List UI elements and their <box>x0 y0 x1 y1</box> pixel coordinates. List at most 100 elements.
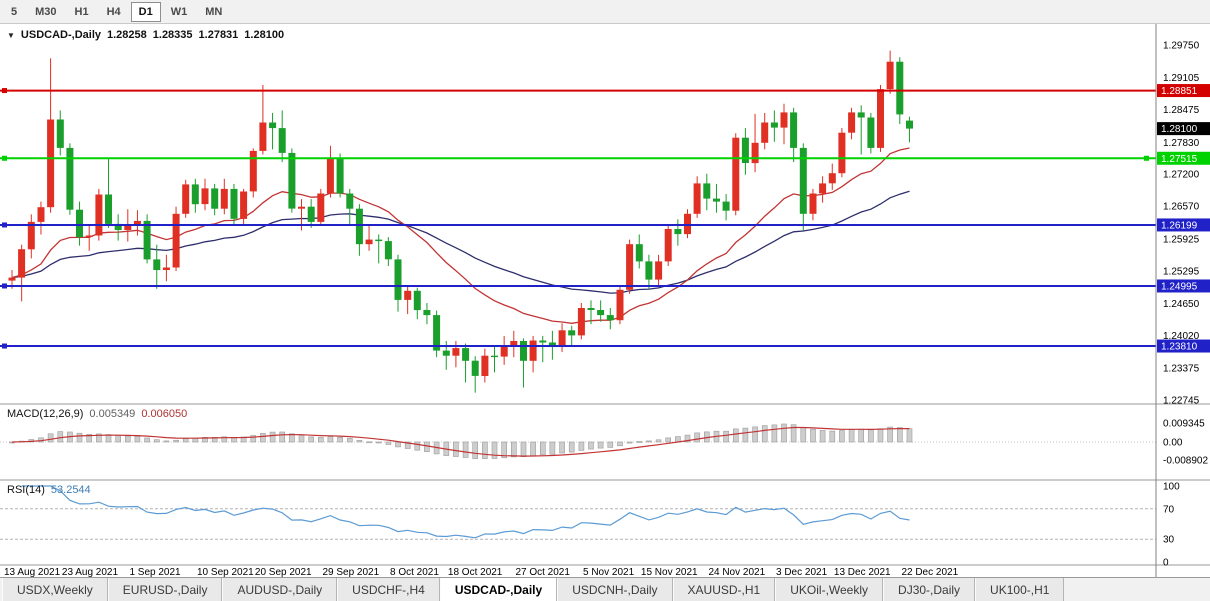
line-handle[interactable] <box>2 283 7 289</box>
candlestick-series <box>8 50 913 393</box>
chart-tab-dj30-daily[interactable]: DJ30-,Daily <box>883 578 976 601</box>
line-handle[interactable] <box>1144 155 1149 161</box>
candle-body <box>568 330 576 336</box>
candle-body <box>838 132 846 174</box>
rsi-pane <box>0 479 1210 566</box>
date-label: 20 Sep 2021 <box>255 567 312 577</box>
candle-body <box>220 188 228 209</box>
date-label: 24 Nov 2021 <box>708 567 765 577</box>
collapse-triangle-icon[interactable]: ▼ <box>7 30 15 40</box>
line-handle[interactable] <box>2 88 7 94</box>
chart-tab-usdchf-h4[interactable]: USDCHF-,H4 <box>337 578 440 601</box>
macd-histogram-bar <box>385 441 392 445</box>
price-level-badge <box>1157 151 1210 165</box>
macd-histogram-bar <box>202 436 208 443</box>
timeframe-button-5[interactable]: 5 <box>11 5 18 18</box>
macd-histogram-bar <box>221 436 228 443</box>
candle-body <box>741 137 749 163</box>
date-label: 3 Dec 2021 <box>776 567 828 577</box>
date-label: 22 Dec 2021 <box>901 567 958 577</box>
horizontal-lines[interactable] <box>0 88 1156 349</box>
timeframe-button-h4[interactable]: H4 <box>106 5 121 18</box>
candle-body <box>191 184 199 205</box>
price-level-badge <box>1157 218 1210 232</box>
price-tick-label: 1.24650 <box>1163 299 1200 310</box>
chart-tab-uk100-h1[interactable]: UK100-,H1 <box>975 578 1065 601</box>
macd-histogram-bar <box>76 432 83 443</box>
macd-histogram-bar <box>781 423 787 443</box>
price-level-badge <box>1157 279 1210 293</box>
price-tick-label: 1.26570 <box>1163 202 1200 213</box>
chart-tab-usdx-weekly[interactable]: USDX,Weekly <box>2 578 108 601</box>
date-label: 5 Nov 2021 <box>583 567 635 577</box>
chart-tab-eurusd-daily[interactable]: EURUSD-,Daily <box>107 578 223 601</box>
timeframe-button-d1[interactable]: D1 <box>130 1 161 22</box>
macd-histogram-bar <box>790 424 797 443</box>
chart-canvas[interactable]: 1.29750 1.29105 1.28475 1.27830 1.27200 1.265… <box>0 24 1210 577</box>
price-tick-label: 1.27830 <box>1163 138 1200 149</box>
candle-body <box>269 122 277 129</box>
macd-histogram-bar <box>848 429 855 443</box>
macd-axis-label: -0.008902 <box>1163 456 1208 467</box>
candle-body <box>616 289 624 321</box>
candle-body <box>240 191 248 219</box>
candle-body <box>655 261 663 280</box>
macd-histogram-bar <box>559 441 565 454</box>
candle-body <box>548 342 556 346</box>
candle-body <box>162 267 170 270</box>
chart-tab-usdcad-daily[interactable]: USDCAD-,Daily <box>439 578 558 601</box>
line-handle[interactable] <box>2 222 7 228</box>
candle-body <box>896 61 904 115</box>
line-handle[interactable] <box>2 155 7 161</box>
macd-histogram-bar <box>115 435 121 443</box>
candle-body <box>365 239 373 245</box>
date-label: 13 Aug 2021 <box>4 567 61 577</box>
macd-histogram-bar <box>626 441 633 444</box>
timeframe-button-mn[interactable]: MN <box>205 5 223 18</box>
candle-body <box>95 194 103 236</box>
candle-body <box>249 150 257 192</box>
macd-histogram-bar <box>47 433 54 443</box>
chart-tab-ukoil-weekly[interactable]: UKOil-,Weekly <box>775 578 884 601</box>
rsi-axis-label: 100 <box>1163 482 1180 493</box>
price-level-badge-text: 1.23810 <box>1161 342 1198 353</box>
candle-body <box>587 308 595 310</box>
price-axis[interactable] <box>1155 24 1210 577</box>
chart-tab-xauusd-h1[interactable]: XAUUSD-,H1 <box>672 578 776 601</box>
price-tick-label: 1.24020 <box>1163 331 1200 342</box>
candle-body <box>423 310 431 316</box>
price-level-badge-text: 1.27515 <box>1161 154 1198 165</box>
macd-histogram-bar <box>684 434 691 443</box>
macd-histogram-bar <box>424 441 430 452</box>
chart-window: 1.29750 1.29105 1.28475 1.27830 1.27200 1.265… <box>0 24 1210 577</box>
candle-body <box>153 259 161 270</box>
date-label: 1 Sep 2021 <box>129 567 181 577</box>
macd-histogram-bar <box>366 441 372 444</box>
macd-histogram-bar <box>337 436 343 443</box>
date-label: 15 Nov 2021 <box>641 567 698 577</box>
candle-body <box>770 122 778 128</box>
candle-body <box>577 308 585 336</box>
macd-histogram-bar <box>404 441 411 449</box>
timeframe-button-m30[interactable]: M30 <box>35 5 57 18</box>
candle-body <box>413 290 421 311</box>
candle-body <box>105 194 112 224</box>
timeframe-button-h1[interactable]: H1 <box>74 5 89 18</box>
macd-histogram-bar <box>298 434 305 443</box>
line-handle[interactable] <box>2 343 7 349</box>
macd-histogram-bar <box>742 427 749 443</box>
chart-tab-usdcnh-daily[interactable]: USDCNH-,Daily <box>557 578 673 601</box>
macd-histogram-bar <box>57 431 64 443</box>
price-tick-label: 1.28475 <box>1163 105 1200 116</box>
macd-histogram-bar <box>144 437 150 443</box>
candle-body <box>404 290 412 300</box>
macd-histogram-bar <box>269 431 276 443</box>
timeframe-button-w1[interactable]: W1 <box>170 5 188 18</box>
chart-tab-audusd-daily[interactable]: AUDUSD-,Daily <box>222 578 338 601</box>
candle-body <box>394 259 402 300</box>
macd-histogram-bar <box>771 424 778 443</box>
candle-body <box>867 117 875 148</box>
macd-histogram-bar <box>414 441 421 451</box>
candle-body <box>172 213 180 268</box>
candle-body <box>85 235 93 237</box>
